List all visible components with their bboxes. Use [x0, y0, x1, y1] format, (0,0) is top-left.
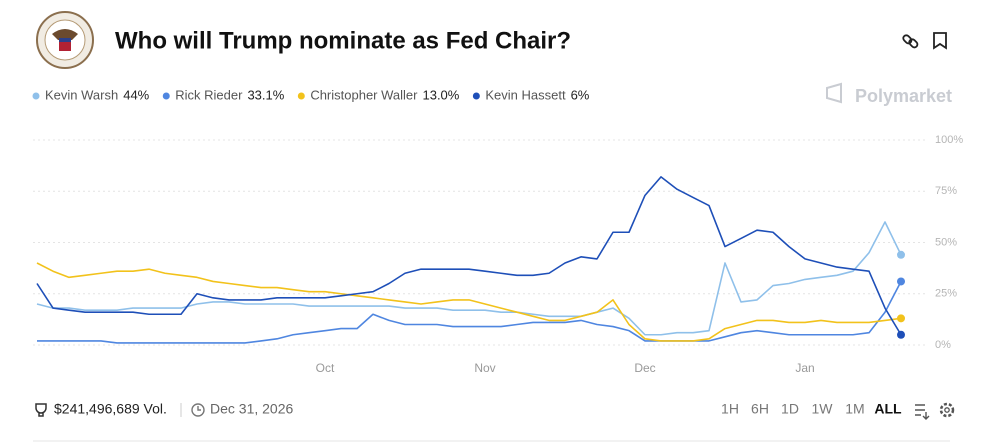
legend-value: 13.0% — [422, 87, 459, 102]
range-button[interactable]: 1D — [781, 401, 799, 417]
legend-value: 6% — [571, 87, 590, 102]
legend-name: Kevin Hassett — [485, 87, 566, 102]
legend-name: Rick Rieder — [175, 87, 243, 102]
settings-icon[interactable] — [939, 402, 955, 418]
x-tick-label: Oct — [316, 361, 335, 375]
logo — [36, 11, 94, 69]
range-button[interactable]: 6H — [751, 401, 769, 417]
y-tick-label: 25% — [935, 288, 957, 300]
legend-dot — [162, 92, 170, 100]
range-button[interactable]: 1W — [812, 401, 834, 417]
legend-dot — [297, 92, 305, 100]
x-tick-label: Nov — [474, 361, 495, 375]
end-dot — [897, 250, 905, 259]
x-tick-label: Jan — [795, 361, 814, 375]
legend-dot — [472, 92, 480, 100]
range-button[interactable]: ALL — [874, 401, 902, 417]
end-dot — [897, 277, 905, 286]
end-dot — [897, 314, 905, 323]
title: Who will Trump nominate as Fed Chair? — [115, 27, 571, 54]
brand-watermark: Polymarket — [826, 82, 952, 106]
link-icon[interactable] — [902, 34, 919, 49]
y-tick-label: 50% — [935, 236, 957, 248]
y-tick-label: 0% — [935, 339, 951, 351]
legend: Kevin Warsh 44% Rick Rieder 33.1% Christophe… — [32, 87, 590, 102]
sort-icon[interactable] — [915, 404, 930, 420]
end-date: Dec 31, 2026 — [210, 401, 293, 417]
x-tick-label: Dec — [634, 361, 655, 375]
y-tick-label: 100% — [935, 134, 963, 146]
range-button[interactable]: 1H — [721, 401, 739, 417]
range-button[interactable]: 1M — [845, 401, 864, 417]
range-buttons: 1H 6H 1D 1W 1M ALL — [721, 401, 902, 417]
end-dot — [897, 330, 905, 339]
bookmark-icon[interactable] — [933, 32, 947, 50]
series-line — [36, 176, 902, 336]
plot: 0% 25% 50% 75% 100% Oct Nov Dec Jan — [33, 134, 963, 375]
y-tick-label: 75% — [935, 185, 957, 197]
legend-name: Christopher Waller — [310, 87, 418, 102]
footer: $241,496,689 Vol. Dec 31, 2026 1H 6H 1D 1W 1… — [35, 401, 955, 420]
legend-dot — [32, 92, 40, 100]
volume: $241,496,689 Vol. — [54, 401, 167, 417]
series-line — [37, 281, 902, 344]
series-line — [36, 262, 902, 342]
legend-value: 44% — [123, 87, 149, 102]
series-line — [36, 221, 902, 336]
legend-value: 33.1% — [247, 87, 284, 102]
brand: Polymarket — [855, 86, 952, 106]
legend-name: Kevin Warsh — [45, 87, 118, 102]
